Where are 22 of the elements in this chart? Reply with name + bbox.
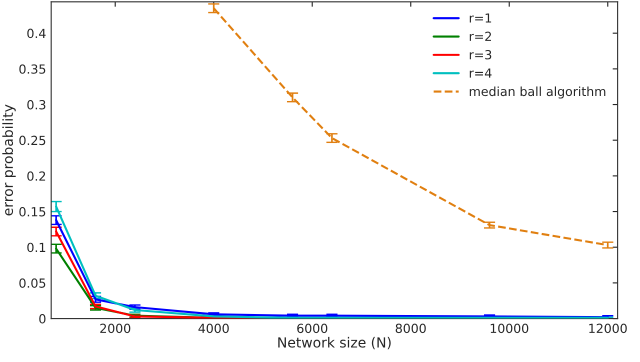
y-tick-label: 0.3: [27, 100, 46, 110]
x-tick-label: 12000: [589, 324, 627, 334]
y-tick-label: 0.35: [19, 64, 46, 74]
y-tick-label: 0.25: [19, 136, 46, 146]
x-tick-label: 2000: [100, 324, 130, 334]
x-tick-label: 8000: [396, 324, 426, 334]
x-tick-label: 4000: [198, 324, 229, 334]
legend-label: r=4: [470, 68, 492, 78]
x-axis-title: Network size (N): [278, 336, 391, 350]
x-tick-label: 10000: [490, 324, 528, 334]
y-tick-label: 0: [39, 314, 46, 324]
y-tick-label: 0.2: [27, 171, 46, 181]
y-tick-label: 0.15: [19, 207, 46, 216]
y-tick-label: 0.05: [19, 278, 46, 288]
x-tick-label: 6000: [297, 324, 328, 334]
legend-label: r=3: [470, 50, 492, 60]
legend-label: median ball algorithm: [470, 86, 606, 99]
legend-label: r=2: [470, 32, 491, 41]
y-tick-label: 0.1: [27, 242, 46, 252]
y-tick-label: 0.4: [27, 28, 46, 38]
legend-label: r=1: [470, 13, 492, 23]
y-axis-title: error probability: [2, 104, 16, 216]
